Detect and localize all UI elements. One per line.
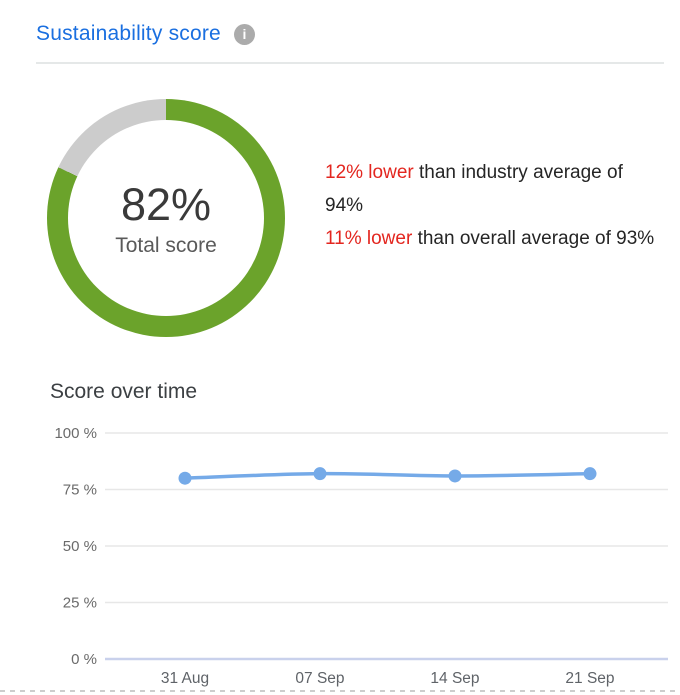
total-score-value: 82% xyxy=(120,178,212,230)
x-tick-label: 14 Sep xyxy=(430,670,479,687)
x-tick-label: 31 Aug xyxy=(161,670,209,687)
overall-average-comparison: 11% lower than overall average of 93% xyxy=(325,222,660,255)
data-point-21-sep[interactable] xyxy=(583,467,597,481)
x-tick-label: 07 Sep xyxy=(295,670,344,687)
data-point-14-sep[interactable] xyxy=(448,469,462,483)
y-tick-label: 75 % xyxy=(63,482,97,499)
data-point-31-aug[interactable] xyxy=(178,471,192,485)
panel-header: Sustainability score i xyxy=(36,22,255,46)
score-over-time-title: Score over time xyxy=(50,380,198,403)
total-score-donut-chart: 82% Total score xyxy=(47,99,285,337)
header-divider xyxy=(36,62,664,64)
overall-delta-highlight: 11% lower xyxy=(325,228,413,249)
x-tick-label: 21 Sep xyxy=(565,670,614,687)
score-line xyxy=(183,471,592,480)
y-tick-label: 50 % xyxy=(63,538,97,555)
y-tick-label: 25 % xyxy=(63,595,97,612)
bottom-dotted-separator xyxy=(0,690,680,692)
donut-center: 82% Total score xyxy=(68,120,264,316)
industry-delta-text: than industry average of 94% xyxy=(325,162,623,216)
score-over-time-chart[interactable]: 100 % 75 % 50 % 25 % 0 % 31 Aug 07 Sep 14 Sep 21… xyxy=(0,420,680,695)
y-tick-label: 100 % xyxy=(54,425,97,442)
data-point-07-sep[interactable] xyxy=(313,467,327,481)
y-tick-label: 0 % xyxy=(71,651,97,668)
panel-title: Sustainability score xyxy=(36,22,221,45)
total-score-caption: Total score xyxy=(115,233,217,257)
line-chart-svg[interactable]: 100 % 75 % 50 % 25 % 0 % 31 Aug 07 Sep 14 Sep 21… xyxy=(0,420,680,695)
info-icon[interactable]: i xyxy=(233,23,255,45)
industry-average-comparison: 12% lower than industry average of 94% xyxy=(325,156,660,222)
benchmark-comparisons: 12% lower than industry average of 94% 1… xyxy=(325,156,660,255)
industry-delta-highlight: 12% lower xyxy=(325,162,414,183)
overall-delta-text: than overall average of 93% xyxy=(412,228,655,249)
